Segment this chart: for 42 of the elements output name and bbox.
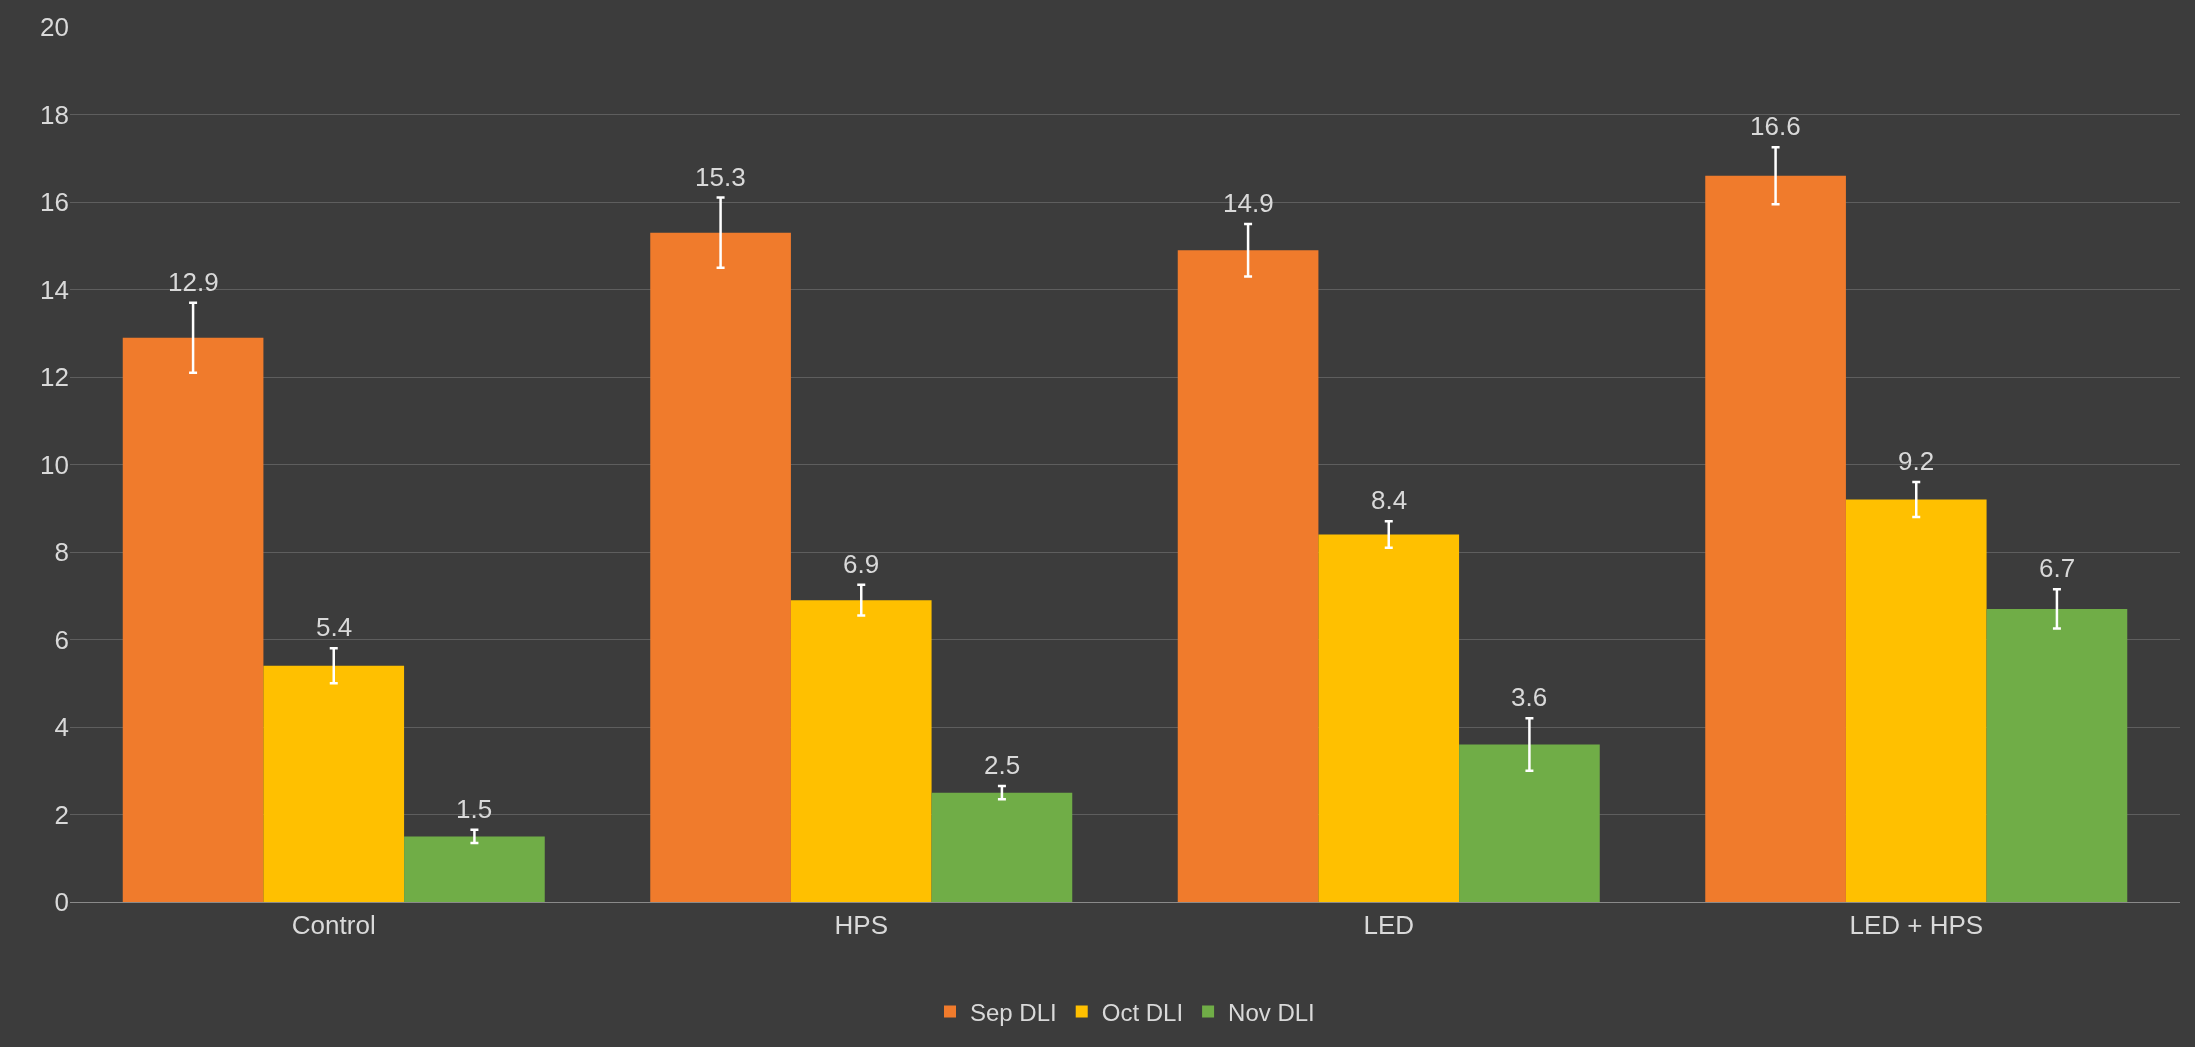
bar — [1705, 175, 1846, 902]
y-tick-label: 2 — [54, 799, 69, 830]
bar — [1177, 250, 1319, 902]
x-tick-label: HPS — [834, 910, 888, 941]
bar — [263, 665, 405, 902]
data-label: 6.9 — [843, 549, 880, 579]
y-tick-label: 0 — [54, 887, 69, 918]
y-tick-label: 6 — [54, 624, 69, 655]
data-label: 2.5 — [984, 750, 1021, 780]
bar — [404, 836, 545, 902]
y-tick-label: 16 — [40, 187, 69, 218]
data-label: 3.6 — [1511, 682, 1548, 712]
bar — [1459, 744, 1600, 902]
data-label: 12.9 — [168, 267, 219, 297]
data-label: 1.5 — [456, 794, 493, 824]
x-tick-label: Control — [291, 910, 376, 941]
y-tick-label: 12 — [40, 362, 69, 393]
legend-label: Oct DLI — [1101, 998, 1184, 1026]
bar — [122, 337, 264, 902]
bar — [1845, 499, 1987, 902]
data-label: 14.9 — [1223, 188, 1274, 218]
x-tick-label: LED — [1363, 910, 1415, 941]
data-label: 8.4 — [1371, 485, 1408, 515]
legend-label: Sep DLI — [970, 998, 1057, 1026]
y-tick-label: 4 — [54, 712, 69, 743]
data-label: 9.2 — [1898, 446, 1935, 476]
bar — [790, 600, 932, 902]
x-tick-label: LED + HPS — [1849, 910, 1984, 941]
data-label: 5.4 — [316, 612, 353, 642]
bar — [1986, 608, 2128, 902]
y-tick-label: 10 — [40, 449, 69, 480]
y-tick-label: 18 — [40, 99, 69, 130]
bar — [650, 232, 791, 902]
y-tick-label: 8 — [54, 537, 69, 568]
bar — [1318, 534, 1460, 902]
data-label: 16.6 — [1750, 111, 1801, 141]
data-label: 6.7 — [2039, 553, 2076, 583]
legend-label: Nov DLI — [1228, 998, 1315, 1026]
bar — [931, 792, 1073, 902]
data-label: 15.3 — [695, 162, 746, 192]
y-tick-label: 20 — [40, 12, 69, 43]
y-tick-label: 14 — [40, 274, 69, 305]
